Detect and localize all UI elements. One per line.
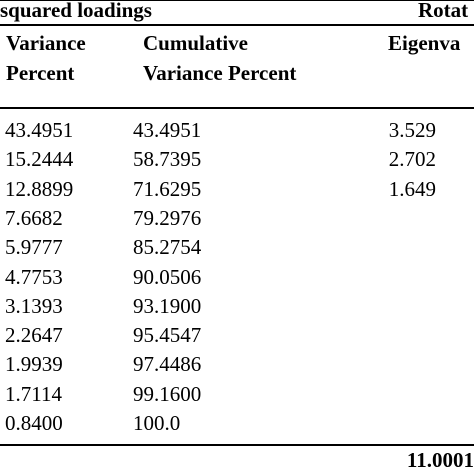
- cell-variance-percent: 15.2444: [5, 147, 74, 171]
- cell-variance-percent: 7.6682: [5, 206, 63, 230]
- cell-cumulative-variance: 43.4951: [133, 118, 202, 142]
- cell-variance-percent: 0.8400: [5, 411, 63, 435]
- total-eigenvalue: 11.0001: [406, 448, 474, 472]
- col-header-cumulative-line2: Variance Percent: [143, 61, 297, 85]
- cell-variance-percent: 3.1393: [5, 294, 63, 318]
- cell-cumulative-variance: 97.4486: [133, 352, 202, 376]
- cell-variance-percent: 12.8899: [5, 177, 74, 201]
- group-header-squared-loadings: squared loadings: [0, 0, 152, 22]
- cell-cumulative-variance: 100.0: [133, 411, 181, 435]
- cell-variance-percent: 1.7114: [5, 382, 62, 406]
- cell-eigenvalue: 3.529: [388, 118, 436, 142]
- col-header-variance-line1: Variance: [6, 31, 86, 55]
- top-rule: [0, 0, 474, 1]
- cell-eigenvalue: 2.702: [388, 147, 436, 171]
- col-header-cumulative-line1: Cumulative: [143, 31, 248, 55]
- cell-variance-percent: 2.2647: [5, 323, 63, 347]
- cell-cumulative-variance: 99.1600: [133, 382, 202, 406]
- group-header-rotation: Rotat: [418, 0, 469, 22]
- cell-cumulative-variance: 95.4547: [133, 323, 202, 347]
- cell-cumulative-variance: 71.6295: [133, 177, 202, 201]
- cell-variance-percent: 1.9939: [5, 352, 63, 376]
- cell-variance-percent: 4.7753: [5, 265, 63, 289]
- column-header-rule: [0, 107, 474, 109]
- cell-cumulative-variance: 85.2754: [133, 235, 202, 259]
- bottom-rule: [0, 444, 474, 446]
- cell-variance-percent: 5.9777: [5, 235, 63, 259]
- cell-cumulative-variance: 90.0506: [133, 265, 202, 289]
- cell-cumulative-variance: 79.2976: [133, 206, 202, 230]
- col-header-eigenvalue: Eigenva: [388, 31, 461, 55]
- col-header-variance-line2: Percent: [6, 61, 75, 85]
- cell-variance-percent: 43.4951: [5, 118, 74, 142]
- group-header-rule: [0, 24, 474, 26]
- cell-cumulative-variance: 93.1900: [133, 294, 202, 318]
- cell-eigenvalue: 1.649: [388, 177, 436, 201]
- cell-cumulative-variance: 58.7395: [133, 147, 202, 171]
